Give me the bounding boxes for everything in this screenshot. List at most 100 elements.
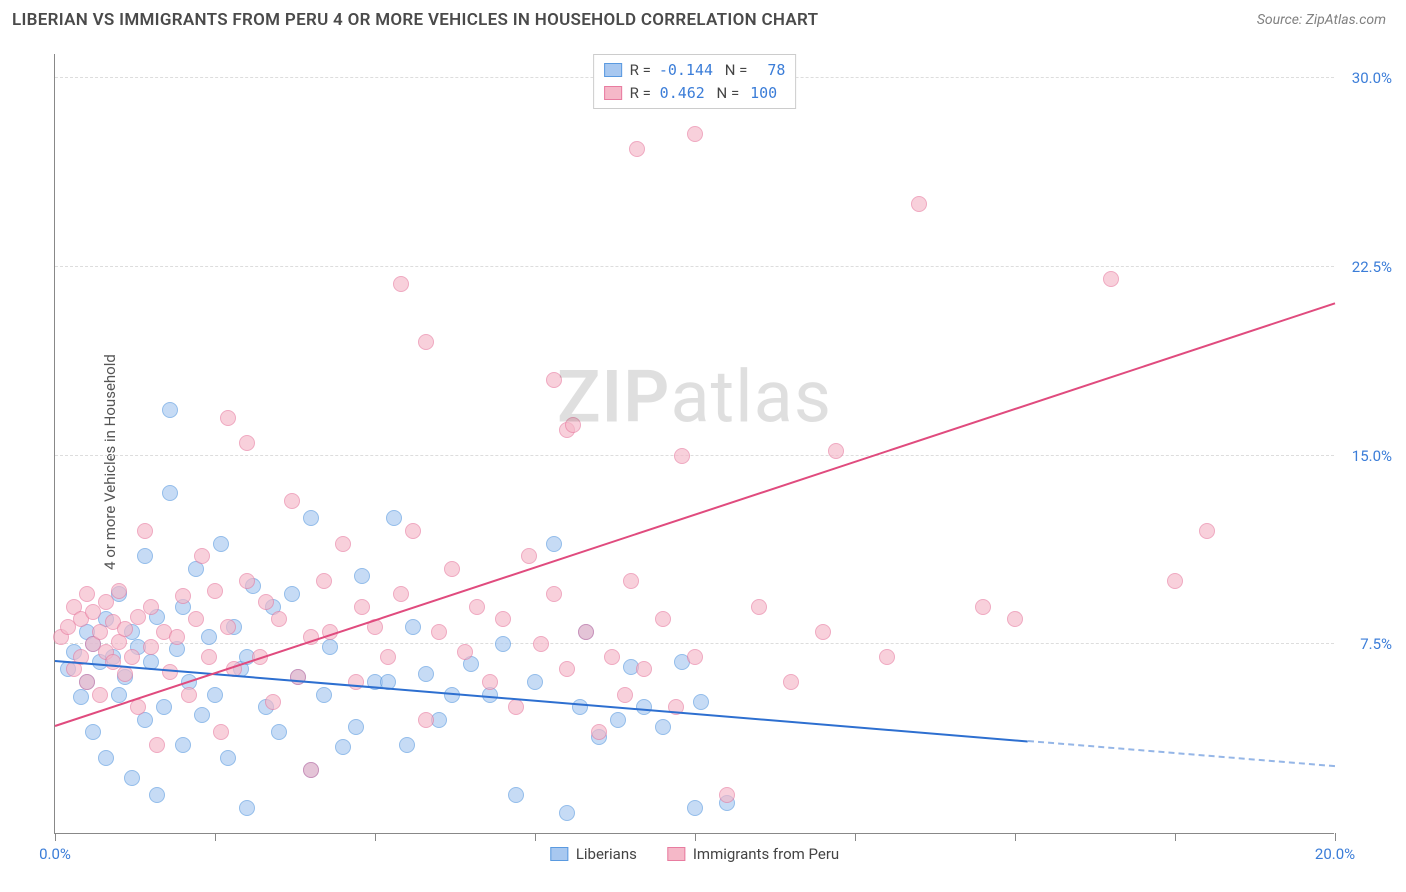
data-point	[258, 594, 274, 610]
swatch-icon	[667, 847, 685, 861]
x-tick-label: 20.0%	[1315, 845, 1355, 863]
data-point	[565, 417, 581, 433]
legend-label: Immigrants from Peru	[693, 845, 839, 863]
x-tick	[1015, 833, 1016, 841]
gridline	[55, 266, 1334, 267]
data-point	[117, 621, 133, 637]
series-legend: Liberians Immigrants from Peru	[550, 845, 839, 863]
watermark: ZIPatlas	[557, 354, 832, 439]
chart-title: LIBERIAN VS IMMIGRANTS FROM PERU 4 OR MO…	[12, 10, 818, 30]
data-point	[1007, 611, 1023, 627]
legend-row: R = 0.462 N = 100	[604, 82, 786, 105]
x-tick	[215, 833, 216, 841]
gridline	[55, 455, 1334, 456]
data-point	[623, 573, 639, 589]
swatch-icon	[604, 86, 622, 100]
data-point	[674, 448, 690, 464]
data-point	[629, 141, 645, 157]
data-point	[687, 126, 703, 142]
data-point	[604, 649, 620, 665]
data-point	[117, 666, 133, 682]
x-tick	[375, 833, 376, 841]
data-point	[284, 493, 300, 509]
data-point	[79, 586, 95, 602]
data-point	[521, 548, 537, 564]
data-point	[194, 707, 210, 723]
data-point	[636, 661, 652, 677]
data-point	[495, 611, 511, 627]
data-point	[213, 536, 229, 552]
legend-row: R = -0.144 N = 78	[604, 59, 786, 82]
swatch-icon	[550, 847, 568, 861]
data-point	[162, 402, 178, 418]
data-point	[239, 573, 255, 589]
data-point	[143, 639, 159, 655]
legend-label: Liberians	[576, 845, 637, 863]
data-point	[73, 689, 89, 705]
trendline	[55, 660, 1028, 743]
data-point	[220, 410, 236, 426]
data-point	[271, 611, 287, 627]
data-point	[130, 699, 146, 715]
data-point	[175, 737, 191, 753]
y-tick-label: 22.5%	[1352, 258, 1392, 276]
data-point	[527, 674, 543, 690]
data-point	[348, 674, 364, 690]
data-point	[207, 687, 223, 703]
data-point	[693, 694, 709, 710]
data-point	[194, 548, 210, 564]
data-point	[239, 435, 255, 451]
x-tick	[695, 833, 696, 841]
data-point	[149, 737, 165, 753]
chart-source: Source: ZipAtlas.com	[1257, 12, 1386, 28]
data-point	[975, 599, 991, 615]
x-tick	[535, 833, 536, 841]
data-point	[879, 649, 895, 665]
data-point	[354, 599, 370, 615]
data-point	[815, 624, 831, 640]
data-point	[239, 800, 255, 816]
data-point	[124, 770, 140, 786]
data-point	[354, 568, 370, 584]
data-point	[335, 536, 351, 552]
data-point	[546, 586, 562, 602]
data-point	[719, 787, 735, 803]
data-point	[508, 699, 524, 715]
data-point	[181, 687, 197, 703]
data-point	[213, 724, 229, 740]
swatch-icon	[604, 63, 622, 77]
data-point	[348, 719, 364, 735]
data-point	[418, 666, 434, 682]
data-point	[655, 611, 671, 627]
data-point	[79, 674, 95, 690]
data-point	[783, 674, 799, 690]
data-point	[111, 687, 127, 703]
data-point	[303, 762, 319, 778]
data-point	[201, 649, 217, 665]
data-point	[444, 561, 460, 577]
data-point	[495, 636, 511, 652]
data-point	[572, 699, 588, 715]
x-tick-label: 0.0%	[39, 845, 71, 863]
data-point	[546, 372, 562, 388]
data-point	[265, 694, 281, 710]
data-point	[175, 588, 191, 604]
data-point	[137, 523, 153, 539]
y-tick-label: 15.0%	[1352, 447, 1392, 465]
data-point	[380, 649, 396, 665]
data-point	[137, 548, 153, 564]
data-point	[98, 750, 114, 766]
data-point	[469, 599, 485, 615]
data-point	[911, 196, 927, 212]
data-point	[559, 661, 575, 677]
data-point	[636, 699, 652, 715]
data-point	[335, 739, 351, 755]
data-point	[85, 724, 101, 740]
data-point	[655, 719, 671, 735]
data-point	[431, 624, 447, 640]
data-point	[188, 611, 204, 627]
x-tick	[1335, 833, 1336, 841]
data-point	[322, 639, 338, 655]
chart-header: LIBERIAN VS IMMIGRANTS FROM PERU 4 OR MO…	[0, 0, 1406, 38]
x-tick	[855, 833, 856, 841]
